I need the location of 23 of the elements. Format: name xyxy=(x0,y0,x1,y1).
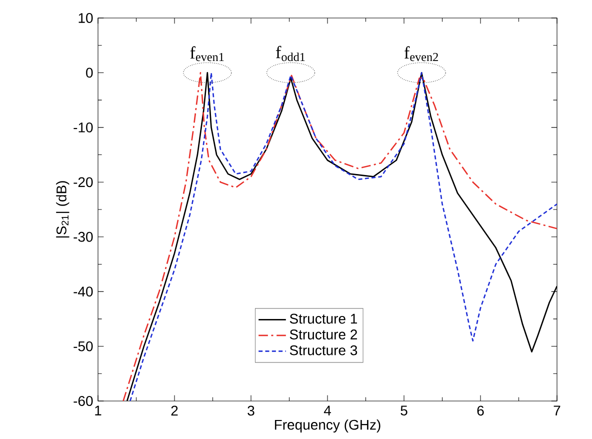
x-tick-label: 3 xyxy=(248,406,254,416)
y-tick-label: 0 xyxy=(86,68,93,78)
legend-label: Structure 2 xyxy=(290,330,357,340)
x-tick-label: 5 xyxy=(400,406,408,416)
y-tick-label: -20 xyxy=(74,177,93,188)
x-tick-label: 4 xyxy=(324,406,331,416)
y-axis-title: |S$_{21}$| (dB) xyxy=(56,181,70,238)
y-tick-label: -30 xyxy=(74,232,93,242)
y-tick-label: -50 xyxy=(74,341,93,352)
y-tick-label: -60 xyxy=(74,396,93,406)
legend-label: Structure 3 xyxy=(290,345,358,356)
annotation: f$_{even1}$ xyxy=(190,46,224,62)
x-tick-label: 2 xyxy=(171,406,178,416)
y-tick-label: -10 xyxy=(74,122,93,132)
x-tick-label: 7 xyxy=(554,406,560,416)
annotation: f$_{odd1}$ xyxy=(276,46,305,62)
y-tick-label: -40 xyxy=(74,286,93,297)
x-axis-title: Frequency (GHz) xyxy=(274,419,380,432)
legend-label: Structure 1 xyxy=(290,314,357,324)
y-tick-label: 10 xyxy=(78,13,93,23)
x-tick-label: 6 xyxy=(477,406,484,416)
annotation: f$_{even2}$ xyxy=(404,46,438,62)
x-tick-label: 1 xyxy=(95,406,102,416)
